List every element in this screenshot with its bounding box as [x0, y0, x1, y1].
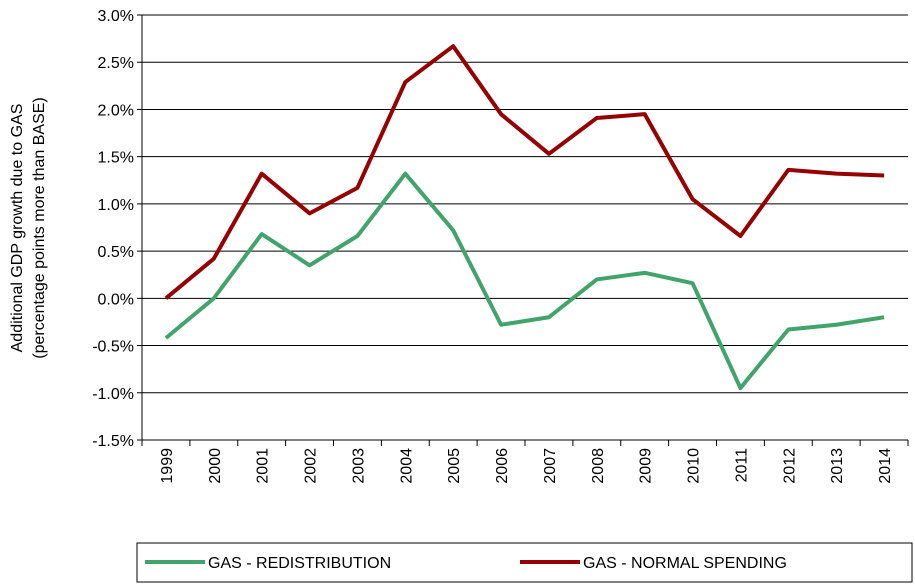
legend-label: GAS - REDISTRIBUTION [208, 555, 391, 572]
y-axis-label: Additional GDP growth due to GAS [9, 104, 26, 353]
y-tick-label: 2.0% [98, 102, 134, 119]
y-tick-label: -1.0% [92, 386, 134, 403]
line-series [164, 44, 885, 300]
x-tick-label: 2010 [686, 448, 703, 484]
x-tick-label: 2014 [877, 448, 894, 484]
y-tick-label: 2.5% [98, 55, 134, 72]
y-tick-label: 0.5% [98, 244, 134, 261]
x-tick-label: 2002 [303, 448, 320, 484]
y-tick-label: 3.0% [98, 8, 134, 25]
y-tick-label: -0.5% [92, 339, 134, 356]
x-tick-label: 2011 [733, 448, 750, 483]
x-tick-label: 2012 [781, 448, 798, 484]
x-tick-label: 2004 [398, 448, 415, 484]
x-tick-label: 2009 [638, 448, 655, 484]
legend-box [136, 542, 913, 583]
x-tick-label: 2000 [207, 448, 224, 484]
y-axis-label: (percentage points more than BASE) [31, 97, 48, 358]
y-tick-label: 1.0% [98, 197, 134, 214]
x-tick-label: 2005 [446, 448, 463, 484]
x-tick-label: 2003 [350, 448, 367, 484]
y-tick-label: 1.5% [98, 150, 134, 167]
x-tick-label: 2007 [542, 448, 559, 484]
x-tick-label: 2001 [255, 448, 272, 484]
y-tick-label: 0.0% [98, 291, 134, 308]
x-tick-label: 2013 [829, 448, 846, 484]
legend-label: GAS - NORMAL SPENDING [583, 555, 787, 572]
line-series [164, 171, 885, 391]
y-tick-label: -1.5% [92, 433, 134, 450]
x-tick-label: 2008 [590, 448, 607, 484]
x-tick-label: 1999 [159, 448, 176, 484]
x-tick-label: 2006 [494, 448, 511, 484]
